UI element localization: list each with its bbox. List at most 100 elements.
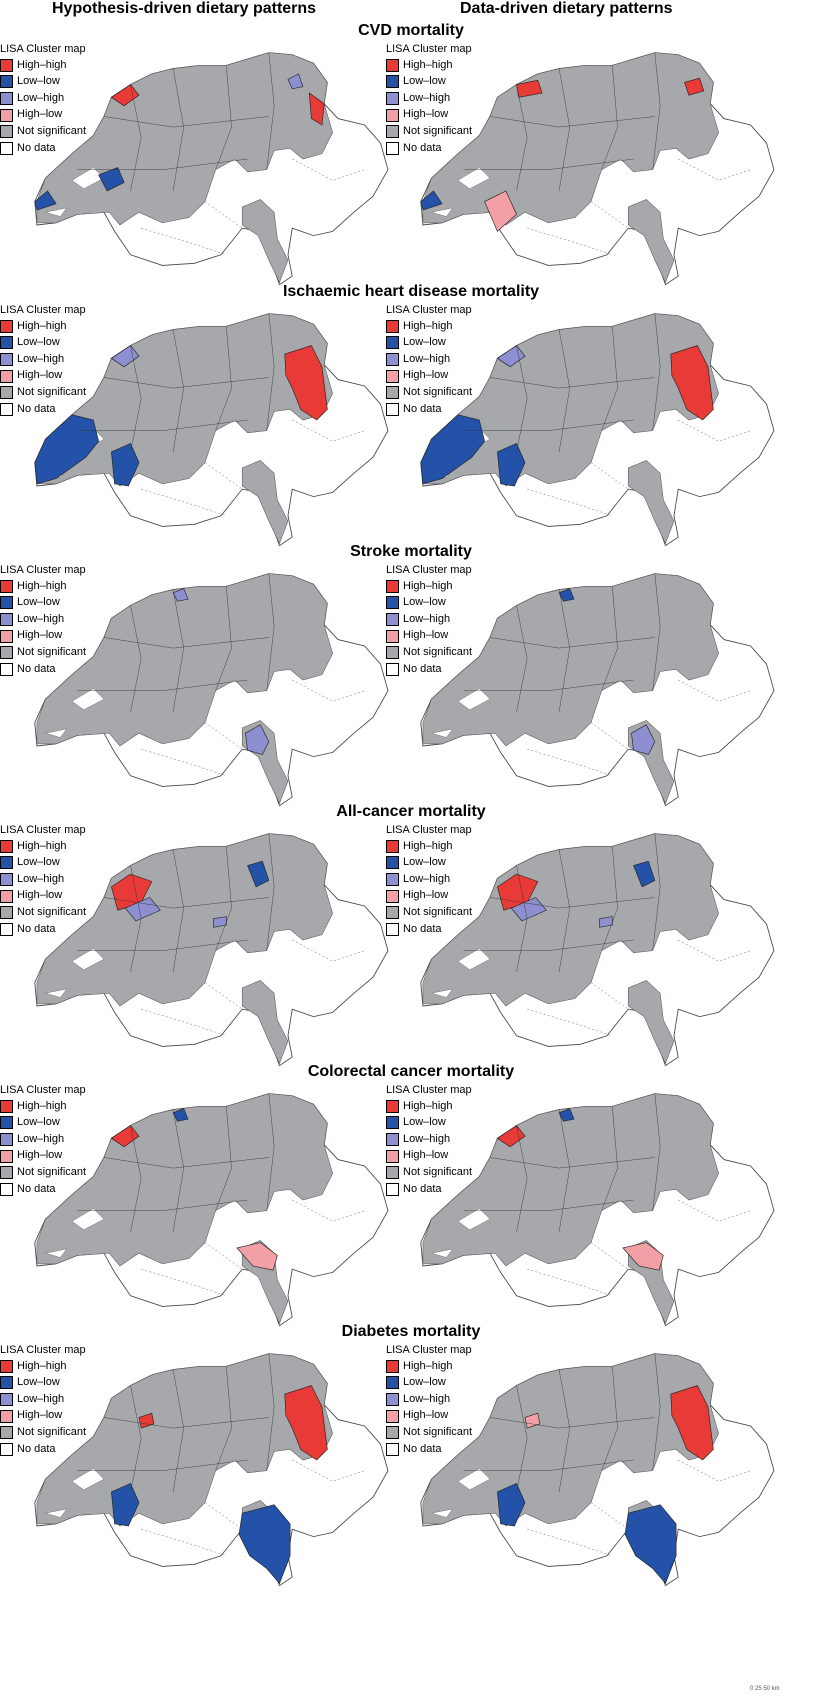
canton-border — [172, 68, 184, 191]
switzerland-cluster-map — [34, 313, 389, 547]
legend-label: Low–high — [17, 91, 65, 104]
district-border — [678, 939, 751, 962]
low-low-region — [558, 1108, 575, 1122]
legend-label: Low–low — [403, 596, 446, 609]
row-title: Colorectal cancer mortality — [307, 1063, 515, 1080]
canton-border — [601, 326, 618, 431]
canton-border — [266, 52, 275, 170]
legend-item: No data — [386, 1181, 472, 1198]
map-legend: LISA Cluster map High–high Low–low Low–high… — [0, 823, 86, 938]
legend-swatch — [386, 662, 399, 676]
not-significant-region — [422, 52, 719, 226]
high-high-region — [110, 1125, 140, 1148]
legend-swatch — [0, 1392, 13, 1406]
low-low-region — [34, 190, 57, 211]
legend-item: Low–high — [386, 90, 472, 107]
scale-bar: 0 25 50 km — [750, 1686, 780, 1692]
legend-label: Low–low — [403, 1376, 446, 1389]
canton-border — [172, 849, 184, 972]
legend-label: High–high — [403, 579, 453, 592]
district-border — [590, 1242, 629, 1270]
district-border — [204, 1502, 243, 1530]
legend-label: Not significant — [403, 645, 473, 658]
legend-label: No data — [403, 402, 442, 415]
legend-label: High–high — [17, 319, 67, 332]
low-low-region — [98, 167, 125, 192]
district-border — [204, 722, 243, 750]
legend-item: Low–high — [0, 90, 86, 107]
canton-border — [601, 65, 618, 170]
canton-border — [103, 1417, 269, 1429]
legend-label: No data — [403, 662, 442, 675]
legend-item: High–low — [386, 368, 472, 385]
canton-border — [130, 345, 142, 452]
map-panel: LISA Cluster map High–high Low–low Low–high… — [0, 1343, 410, 1593]
legend-label: No data — [17, 1182, 56, 1195]
district-border — [527, 1268, 613, 1296]
legend-swatch — [0, 1409, 13, 1423]
legend-title: LISA Cluster map — [0, 304, 86, 316]
legend-item: Not significant — [386, 384, 472, 401]
legend-item: High–high — [386, 1358, 472, 1375]
legend-label: High–low — [403, 629, 449, 642]
legend-swatch — [0, 319, 13, 333]
map-legend: LISA Cluster map High–high Low–low Low–high… — [0, 42, 86, 157]
high-high-region — [670, 1385, 714, 1461]
low-high-region — [599, 916, 613, 928]
legend-title: LISA Cluster map — [0, 1084, 86, 1096]
district-border — [141, 1528, 227, 1556]
map-panel: LISA Cluster map High–high Low–low Low–high… — [386, 1083, 796, 1333]
legend-label: No data — [17, 141, 56, 154]
legend-label: High–low — [403, 1149, 449, 1162]
lake — [45, 728, 68, 738]
canton-border — [172, 329, 184, 452]
lake — [71, 1208, 105, 1231]
legend-item: Not significant — [386, 1424, 472, 1441]
canton-border — [652, 573, 661, 691]
legend-swatch — [386, 856, 399, 870]
legend-swatch — [0, 125, 13, 139]
legend-swatch — [0, 336, 13, 350]
lake — [45, 1248, 68, 1258]
map-legend: LISA Cluster map High–high Low–low Low–high… — [0, 563, 86, 678]
high-low-region — [622, 1242, 664, 1271]
legend-item: High–low — [0, 1408, 86, 1425]
canton-border — [77, 158, 248, 170]
legend-swatch — [0, 646, 13, 660]
lake — [71, 1468, 105, 1491]
canton-border — [489, 1417, 655, 1429]
canton-border — [463, 939, 634, 951]
legend-item: Low–high — [386, 611, 472, 628]
legend-swatch — [386, 889, 399, 903]
switzerland-cluster-map — [420, 313, 775, 547]
district-border — [678, 1459, 751, 1482]
canton-border — [77, 939, 248, 951]
legend-item: Low–low — [0, 1375, 86, 1392]
legend-item: No data — [0, 921, 86, 938]
lake — [45, 988, 68, 998]
legend-label: High–low — [17, 1409, 63, 1422]
lake — [457, 688, 491, 711]
legend-swatch — [386, 1426, 399, 1440]
legend-label: High–low — [403, 889, 449, 902]
low-low-region — [497, 443, 526, 487]
legend-item: No data — [386, 140, 472, 157]
legend-item: Not significant — [386, 644, 472, 661]
low-high-region — [631, 724, 656, 755]
canton-border — [516, 1385, 528, 1492]
legend-item: High–low — [386, 888, 472, 905]
lake — [457, 1468, 491, 1491]
legend-item: High–low — [386, 1408, 472, 1425]
legend-title: LISA Cluster map — [386, 304, 472, 316]
legend-label: Low–low — [403, 856, 446, 869]
legend-swatch — [0, 1182, 13, 1196]
low-low-region — [238, 1504, 291, 1585]
not-significant-region — [36, 573, 333, 747]
legend-swatch — [386, 1099, 399, 1113]
legend-swatch — [0, 612, 13, 626]
legend-swatch — [386, 1409, 399, 1423]
legend-label: Low–high — [403, 612, 451, 625]
legend-swatch — [386, 596, 399, 610]
legend-swatch — [386, 1116, 399, 1130]
row-title: Ischaemic heart disease mortality — [282, 283, 540, 300]
